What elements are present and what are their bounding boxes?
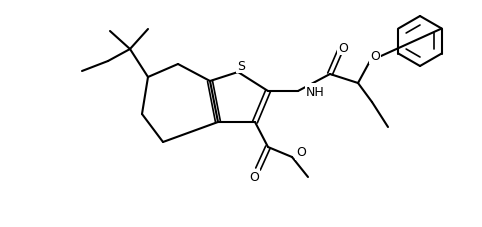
Text: S: S bbox=[237, 59, 245, 72]
Text: NH: NH bbox=[306, 85, 325, 98]
Text: O: O bbox=[296, 146, 306, 159]
Text: O: O bbox=[249, 171, 259, 184]
Text: O: O bbox=[338, 41, 348, 54]
Text: O: O bbox=[370, 50, 380, 63]
